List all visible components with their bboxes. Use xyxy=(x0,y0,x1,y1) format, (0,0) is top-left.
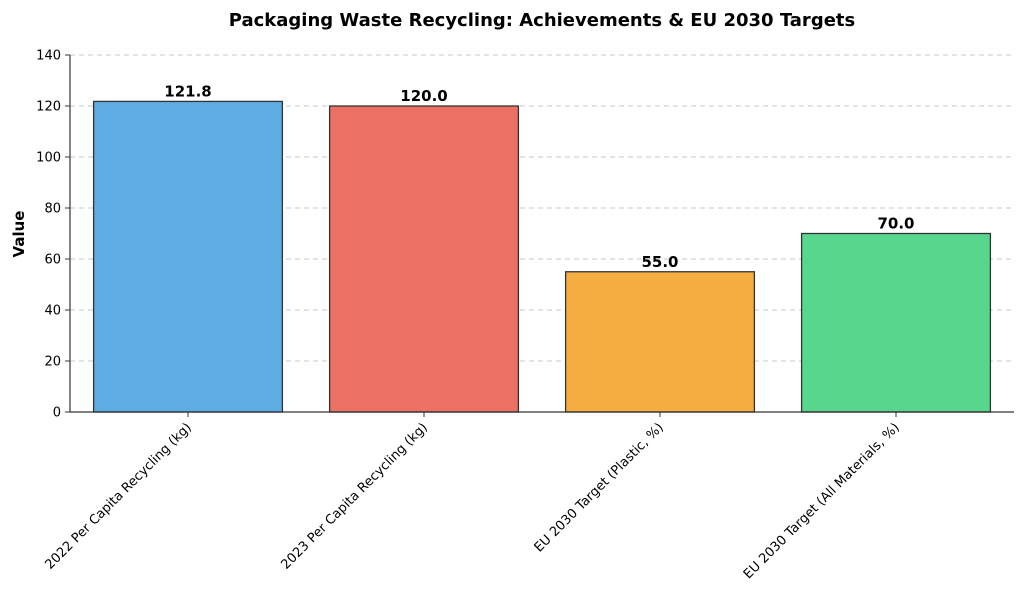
bar xyxy=(92,100,284,413)
bar xyxy=(328,105,520,413)
bars xyxy=(92,100,992,413)
y-tick-label: 20 xyxy=(44,355,61,370)
x-category-label: EU 2030 Target (Plastic, %) xyxy=(532,420,667,555)
y-axis-label: Value xyxy=(10,211,28,258)
axes xyxy=(65,54,1014,417)
y-tick-label: 140 xyxy=(36,49,61,64)
y-tick-label: 0 xyxy=(53,406,61,421)
chart-title: Packaging Waste Recycling: Achievements … xyxy=(229,10,855,31)
bar-value-label: 120.0 xyxy=(400,87,447,105)
y-tick-label: 60 xyxy=(44,253,61,268)
x-category-label: 2023 Per Capita Recycling (kg) xyxy=(279,420,431,572)
y-tick-label: 80 xyxy=(44,202,61,217)
bar xyxy=(800,232,992,413)
y-tick-label: 100 xyxy=(36,151,61,166)
bar-value-label: 70.0 xyxy=(877,215,914,233)
x-category-label: 2022 Per Capita Recycling (kg) xyxy=(43,420,195,572)
y-tick-label: 40 xyxy=(44,304,61,319)
y-tick-label: 120 xyxy=(36,100,61,115)
bar-value-label: 55.0 xyxy=(641,253,678,271)
x-category-label: EU 2030 Target (All Materials, %) xyxy=(741,420,903,582)
bar xyxy=(564,271,756,413)
bar-value-label: 121.8 xyxy=(164,82,211,100)
